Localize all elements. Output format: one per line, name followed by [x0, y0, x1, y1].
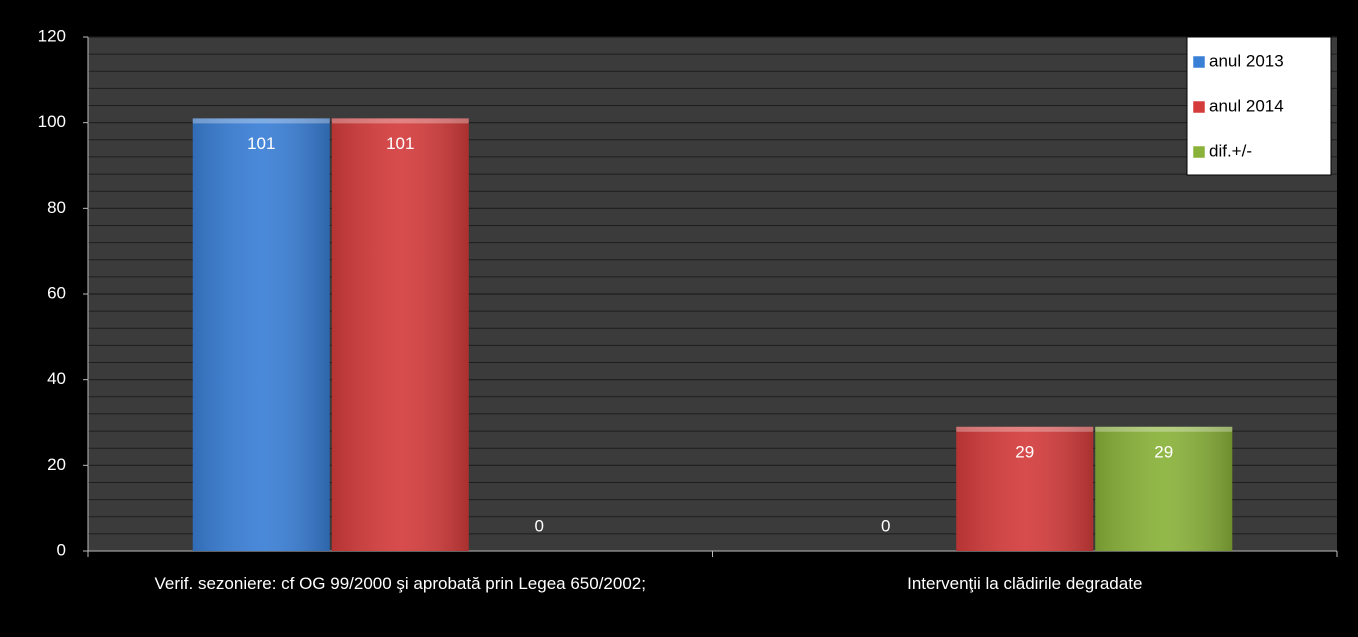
legend-label: anul 2014 [1209, 96, 1284, 115]
value-label: 29 [1154, 442, 1173, 461]
y-tick-label: 120 [38, 26, 66, 45]
legend-swatch [1192, 145, 1206, 159]
y-tick-label: 80 [47, 198, 66, 217]
y-tick-label: 40 [47, 369, 66, 388]
bar-top [1095, 426, 1233, 432]
value-label: 0 [535, 516, 544, 535]
y-tick-label: 0 [57, 540, 66, 559]
value-label: 29 [1015, 442, 1034, 461]
x-tick-label: Intervenţii la clădirile degradate [907, 574, 1143, 593]
y-tick-label: 20 [47, 455, 66, 474]
y-tick-label: 100 [38, 112, 66, 131]
legend-swatch [1192, 100, 1206, 114]
legend-label: dif.+/- [1209, 141, 1252, 160]
bar-shade [956, 426, 1094, 551]
legend-label: anul 2013 [1209, 51, 1284, 70]
bar-top [192, 118, 330, 124]
legend-swatch [1192, 55, 1206, 69]
bar-shade [331, 118, 469, 551]
value-label: 0 [881, 516, 890, 535]
y-tick-label: 60 [47, 283, 66, 302]
x-tick-label: Verif. sezoniere: cf OG 99/2000 şi aprob… [154, 574, 646, 593]
bar-shade [192, 118, 330, 551]
bar-shade [1095, 426, 1233, 551]
legend-box [1186, 36, 1332, 176]
bar-top [331, 118, 469, 124]
value-label: 101 [247, 134, 275, 153]
bar-top [956, 426, 1094, 432]
value-label: 101 [386, 134, 414, 153]
legend: anul 2013 anul 2014 dif.+/- [1186, 36, 1332, 176]
